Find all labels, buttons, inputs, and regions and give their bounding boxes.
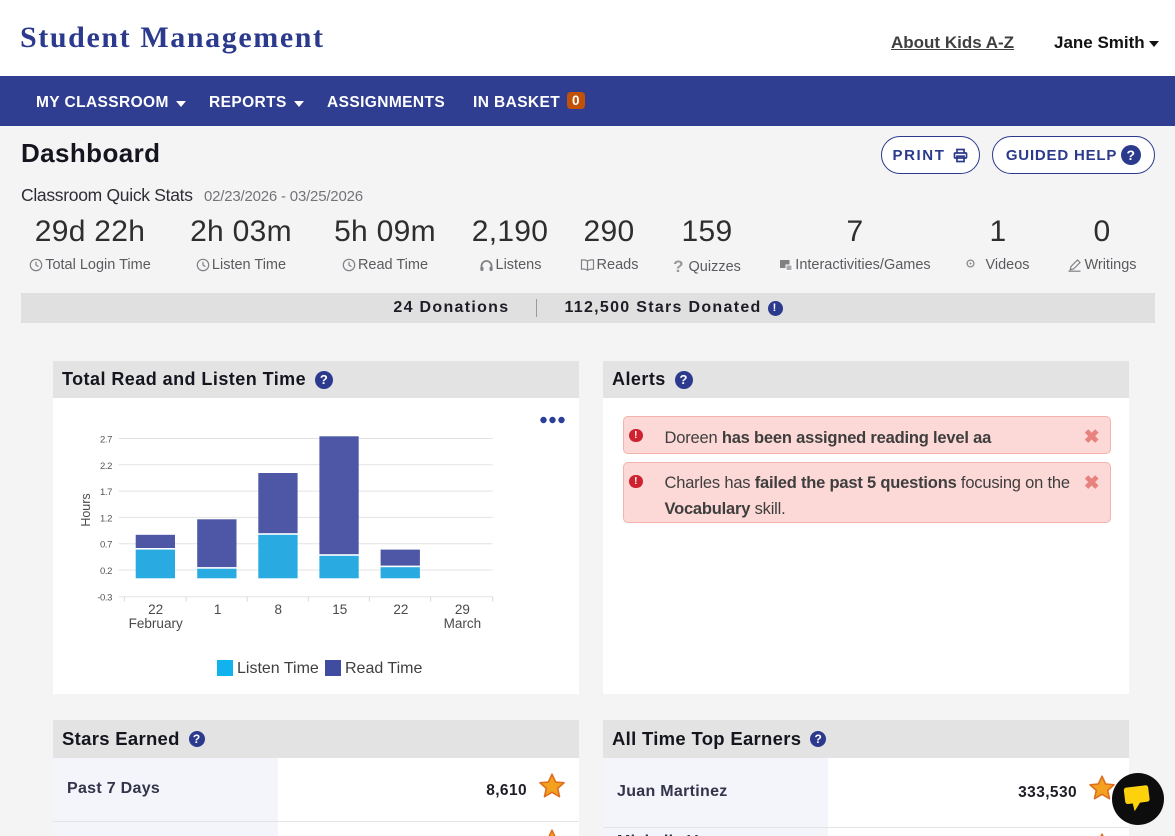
svg-text:Read Time: Read Time [345, 660, 422, 677]
svg-text:-0.3: -0.3 [97, 593, 112, 604]
svg-text:1.7: 1.7 [100, 487, 112, 498]
svg-text:29: 29 [455, 602, 470, 617]
svg-text:22: 22 [393, 602, 408, 617]
svg-text:March: March [444, 616, 482, 631]
svg-text:1: 1 [214, 602, 222, 617]
svg-text:0.7: 0.7 [100, 540, 112, 551]
svg-text:15: 15 [332, 602, 347, 617]
svg-text:Hours: Hours [79, 493, 93, 526]
svg-text:22: 22 [148, 602, 163, 617]
svg-text:1.2: 1.2 [100, 513, 112, 524]
svg-text:2.2: 2.2 [100, 461, 112, 472]
svg-text:Listen Time: Listen Time [237, 660, 319, 677]
svg-text:0.2: 0.2 [100, 566, 112, 577]
svg-text:8: 8 [275, 602, 283, 617]
svg-text:2.7: 2.7 [100, 435, 112, 446]
svg-text:February: February [129, 616, 183, 631]
